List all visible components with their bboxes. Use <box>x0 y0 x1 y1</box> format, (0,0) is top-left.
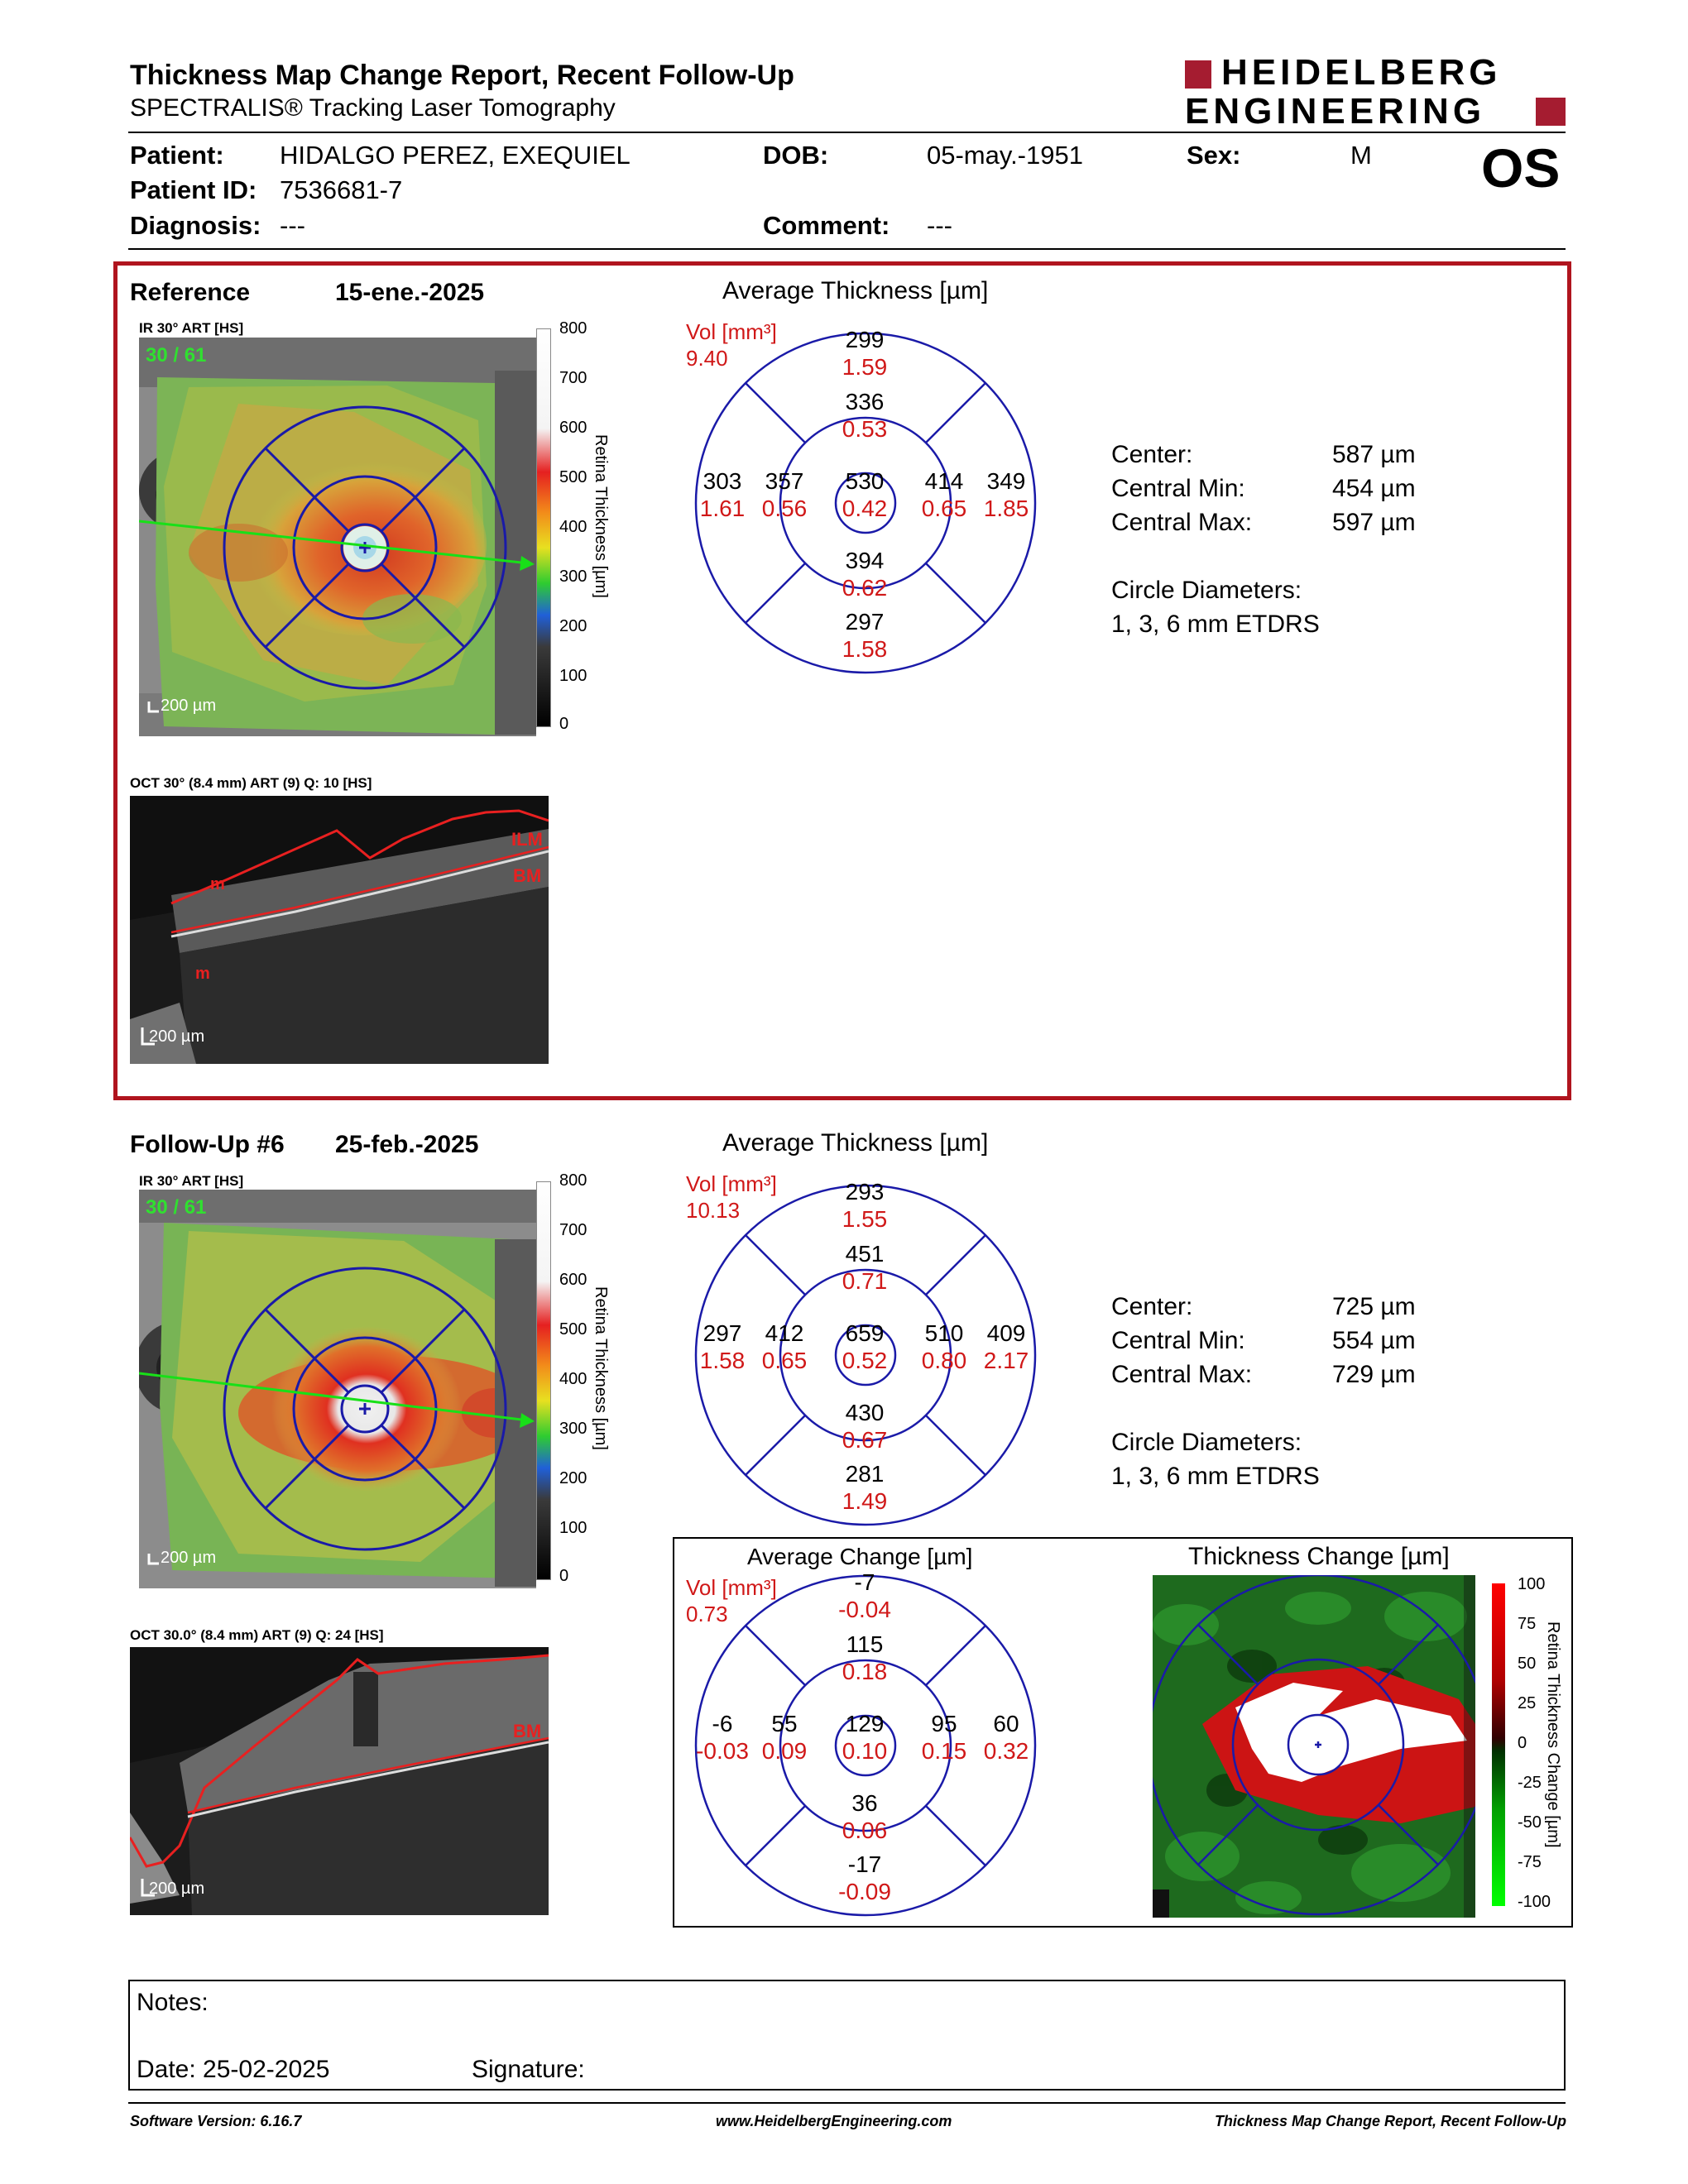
footer-software-version: Software Version: 6.16.7 <box>130 2113 302 2129</box>
followup-oct-scalebar: 200 µm <box>149 1880 205 1898</box>
change-scale-ticks: 100 75 50 25 0 -25 -50 -75 -100 <box>1518 1575 1551 1911</box>
reference-marker-2: m <box>195 965 210 983</box>
followup-oct-bscan <box>130 1647 549 1915</box>
heidelberg-logo: HEIDELBERG ENGINEERING <box>1185 55 1567 131</box>
signature-label: Signature: <box>472 2056 585 2083</box>
reference-color-scale <box>536 328 551 727</box>
reference-vol-total: 9.40 <box>686 346 728 371</box>
followup-vol-total: 10.13 <box>686 1198 741 1223</box>
change-color-scale <box>1492 1583 1505 1906</box>
followup-bm-label: BM <box>513 1721 542 1741</box>
followup-scale-label: Retina Thickness [µm] <box>592 1286 610 1450</box>
reference-oct-bscan <box>130 796 549 1064</box>
followup-oct-caption: OCT 30.0° (8.4 mm) ART (9) Q: 24 [HS] <box>130 1627 384 1643</box>
reference-frame-counter: 30 / 61 <box>146 344 207 366</box>
reference-panel <box>113 261 1571 1100</box>
notes-box[interactable] <box>128 1980 1566 2091</box>
followup-vol-label: Vol [mm³] <box>686 1171 777 1196</box>
followup-avg-title: Average Thickness [µm] <box>722 1129 989 1157</box>
reference-ir-caption: IR 30° ART [HS] <box>139 320 244 336</box>
reference-bm-label: BM <box>513 865 542 886</box>
followup-frame-counter: 30 / 61 <box>146 1196 207 1219</box>
reference-date: 15-ene.-2025 <box>335 279 485 306</box>
change-map-title: Thickness Change [µm] <box>1188 1543 1450 1570</box>
patient-label: Patient: <box>130 141 224 170</box>
sex-value: M <box>1350 141 1372 170</box>
patient-name: HIDALGO PEREZ, EXEQUIEL <box>280 141 631 170</box>
followup-color-scale <box>536 1181 551 1580</box>
thickness-change-map <box>1153 1575 1475 1918</box>
change-panel <box>673 1537 1573 1928</box>
patient-id-label: Patient ID: <box>130 175 257 204</box>
footer-report-name: Thickness Map Change Report, Recent Foll… <box>1214 2113 1566 2129</box>
followup-scale-ticks: 800 700 600 500 400 300 200 100 0 <box>559 1171 587 1585</box>
footer-website[interactable]: www.HeidelbergEngineering.com <box>716 2113 952 2129</box>
dob-value: 05-may.-1951 <box>927 141 1083 170</box>
reference-vol-label: Vol [mm³] <box>686 319 777 344</box>
comment-value: --- <box>927 211 952 240</box>
diagnosis-label: Diagnosis: <box>130 211 261 240</box>
change-etdrs-grid <box>694 1574 1037 1917</box>
change-vol-total: 0.73 <box>686 1602 728 1626</box>
reference-thickness-map <box>139 338 536 736</box>
followup-ir-caption: IR 30° ART [HS] <box>139 1173 244 1189</box>
report-subtitle: SPECTRALIS® Tracking Laser Tomography <box>130 94 616 122</box>
reference-label: Reference <box>130 279 251 306</box>
followup-ir-scalebar: 200 µm <box>161 1549 217 1567</box>
diagnosis-value: --- <box>280 211 305 240</box>
change-vol-label: Vol [mm³] <box>686 1575 777 1600</box>
notes-label: Notes: <box>137 1989 209 2016</box>
patient-id: 7536681-7 <box>280 175 403 204</box>
reference-etdrs-grid <box>694 332 1037 674</box>
followup-etdrs-grid <box>694 1184 1037 1526</box>
info-divider <box>128 248 1566 250</box>
eye-label: OS <box>1481 137 1561 199</box>
reference-scale-ticks: 800 700 600 500 400 300 200 100 0 <box>559 319 587 733</box>
header-divider <box>128 132 1566 133</box>
notes-date: Date: 25-02-2025 <box>137 2056 330 2083</box>
reference-avg-title: Average Thickness [µm] <box>722 277 989 304</box>
change-scale-label: Retina Thickness Change [µm] <box>1544 1621 1562 1848</box>
reference-ir-scalebar: 200 µm <box>161 697 217 715</box>
followup-date: 25-feb.-2025 <box>335 1131 479 1158</box>
sex-label: Sex: <box>1187 141 1241 170</box>
footer-divider <box>128 2102 1566 2104</box>
reference-oct-caption: OCT 30° (8.4 mm) ART (9) Q: 10 [HS] <box>130 775 372 791</box>
comment-label: Comment: <box>763 211 890 240</box>
reference-oct-scalebar: 200 µm <box>149 1027 205 1046</box>
reference-scale-label: Retina Thickness [µm] <box>592 434 610 598</box>
change-avg-title: Average Change [µm] <box>747 1544 973 1569</box>
dob-label: DOB: <box>763 141 829 170</box>
report-title: Thickness Map Change Report, Recent Foll… <box>130 60 794 91</box>
reference-marker-1: m <box>210 875 225 893</box>
followup-label: Follow-Up #6 <box>130 1131 285 1158</box>
reference-ilm-label: ILM <box>511 829 543 850</box>
followup-thickness-map <box>139 1190 536 1588</box>
